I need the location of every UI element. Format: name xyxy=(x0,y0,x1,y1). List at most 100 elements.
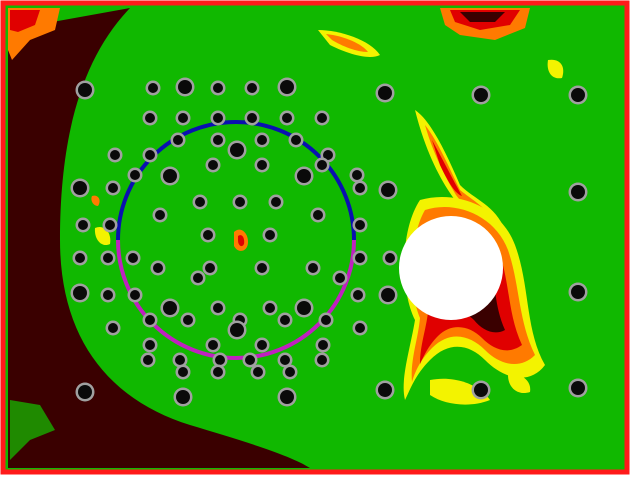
marker-dot xyxy=(153,263,163,273)
marker-dot xyxy=(195,197,205,207)
marker-dot xyxy=(378,383,392,397)
hot-region-streak xyxy=(415,110,505,231)
marker-dot xyxy=(145,315,155,325)
hot-spot-center-core xyxy=(238,235,245,247)
marker-dot xyxy=(108,323,118,333)
marker-dot xyxy=(163,169,177,183)
marker-dot xyxy=(335,273,345,283)
marker-dot xyxy=(297,301,311,315)
marker-dot xyxy=(213,367,223,377)
marker-dot xyxy=(313,210,323,220)
marker-dot xyxy=(73,286,87,300)
marker-dot xyxy=(110,150,120,160)
hot-region-bottom-right-yellow xyxy=(430,378,490,405)
marker-dot xyxy=(208,160,218,170)
marker-dot xyxy=(145,113,155,123)
marker-dot xyxy=(148,83,158,93)
marker-dot xyxy=(208,340,218,350)
marker-dot xyxy=(308,263,318,273)
marker-dot xyxy=(103,290,113,300)
marker-dot xyxy=(205,263,215,273)
marker-dot xyxy=(355,183,365,193)
marker-dot xyxy=(183,315,193,325)
marker-dot xyxy=(253,367,263,377)
marker-dot xyxy=(163,301,177,315)
marker-dot xyxy=(143,355,153,365)
marker-dot xyxy=(178,80,192,94)
marker-dot xyxy=(75,253,85,263)
marker-dot xyxy=(571,285,585,299)
marker-dot xyxy=(78,220,88,230)
marker-dot xyxy=(317,113,327,123)
marker-dot xyxy=(280,315,290,325)
marker-dot xyxy=(318,340,328,350)
marker-dot xyxy=(203,230,213,240)
hot-region-top-right-dark xyxy=(460,12,505,22)
dark-region-edge xyxy=(10,400,55,460)
marker-dot xyxy=(193,273,203,283)
marker-dot xyxy=(571,381,585,395)
marker-dot xyxy=(155,210,165,220)
marker-dot xyxy=(176,390,190,404)
marker-dot xyxy=(282,113,292,123)
marker-dot xyxy=(323,150,333,160)
marker-dot xyxy=(103,253,113,263)
marker-dot xyxy=(474,88,488,102)
marker-dot xyxy=(280,390,294,404)
marker-dot xyxy=(247,83,257,93)
marker-dot xyxy=(355,323,365,333)
hot-region-top-center-core xyxy=(326,34,368,52)
marker-dot xyxy=(571,185,585,199)
marker-dot xyxy=(178,113,188,123)
marker-dot xyxy=(285,367,295,377)
marker-dot xyxy=(257,135,267,145)
marker-dot xyxy=(78,385,92,399)
marker-dot xyxy=(247,113,257,123)
marker-dot xyxy=(257,160,267,170)
marker-dot xyxy=(213,113,223,123)
marker-dot xyxy=(352,170,362,180)
marker-dot xyxy=(291,135,301,145)
marker-grid xyxy=(70,77,588,407)
marker-dot xyxy=(571,88,585,102)
upper-arc xyxy=(116,120,356,241)
marker-dot xyxy=(271,197,281,207)
marker-dot xyxy=(213,303,223,313)
marker-dot xyxy=(317,160,327,170)
marker-dot xyxy=(175,355,185,365)
marker-dot xyxy=(108,183,118,193)
marker-dot xyxy=(297,169,311,183)
hot-region-streak-red xyxy=(432,140,462,196)
marker-dot xyxy=(213,83,223,93)
marker-dot xyxy=(265,230,275,240)
marker-dot xyxy=(130,290,140,300)
marker-dot xyxy=(173,135,183,145)
marker-dot xyxy=(178,367,188,377)
hot-region-right-edge xyxy=(547,59,564,79)
marker-dot xyxy=(215,355,225,365)
marker-dot xyxy=(213,135,223,145)
marker-dot xyxy=(235,197,245,207)
marker-dot xyxy=(381,288,395,302)
marker-dot xyxy=(145,150,155,160)
marker-dot xyxy=(257,263,267,273)
marker-dot xyxy=(128,253,138,263)
marker-dot xyxy=(230,143,244,157)
marker-dot xyxy=(321,315,331,325)
marker-dot xyxy=(385,253,395,263)
marker-dot xyxy=(105,220,115,230)
marker-dot xyxy=(130,170,140,180)
hot-region-top-left-core xyxy=(10,10,40,32)
white-disc xyxy=(399,216,503,320)
marker-dot xyxy=(381,183,395,197)
marker-dot xyxy=(280,80,294,94)
marker-dot xyxy=(280,355,290,365)
hot-spot-left-small xyxy=(91,195,100,206)
dark-region xyxy=(8,8,310,468)
marker-dot xyxy=(73,181,87,195)
marker-dot xyxy=(245,355,255,365)
marker-dot xyxy=(230,323,244,337)
marker-dot xyxy=(317,355,327,365)
